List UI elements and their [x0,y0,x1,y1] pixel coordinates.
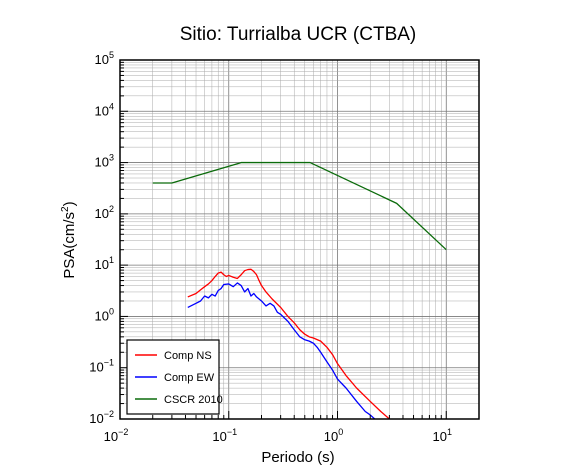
chart-title: Sitio: Turrialba UCR (CTBA) [180,24,417,45]
y-tick-label: 104 [95,101,114,118]
axis-ticks: 10−2 10−1 100 101 10−2 10−1 100 101 102 103 104 105 [89,50,480,444]
y-tick-label: 10−2 [89,409,114,426]
x-tick-label: 100 [324,427,343,444]
series-line-comp-ew [187,282,376,420]
grid [119,60,480,420]
y-tick-label: 101 [95,255,114,272]
plot-area [152,161,447,420]
y-tick-label: 105 [95,50,114,67]
legend-label: Comp EW [164,372,215,384]
x-axis-label: Periodo (s) [261,449,334,466]
y-axis-label-exp: 2 [60,206,71,212]
x-tick-label: 10−1 [212,427,237,444]
legend: Comp NS Comp EW CSCR 2010 [126,339,223,415]
y-tick-label: 103 [95,153,114,170]
plot-frame [119,59,480,420]
y-tick-label: 10−1 [89,358,114,375]
y-axis-label-close: ) [61,201,78,206]
legend-label: Comp NS [164,350,212,362]
series-line-cscr-2010 [152,161,447,251]
series-line-comp-ns [187,268,390,420]
legend-label: CSCR 2010 [164,394,223,406]
x-tick-label: 10−2 [104,427,129,444]
y-axis-label-base: PSA(cm/s [61,212,78,279]
y-axis-label: PSA(cm/s2) [60,201,78,278]
y-tick-label: 100 [95,306,114,323]
x-tick-label: 101 [433,427,452,444]
y-tick-label: 102 [95,204,114,221]
